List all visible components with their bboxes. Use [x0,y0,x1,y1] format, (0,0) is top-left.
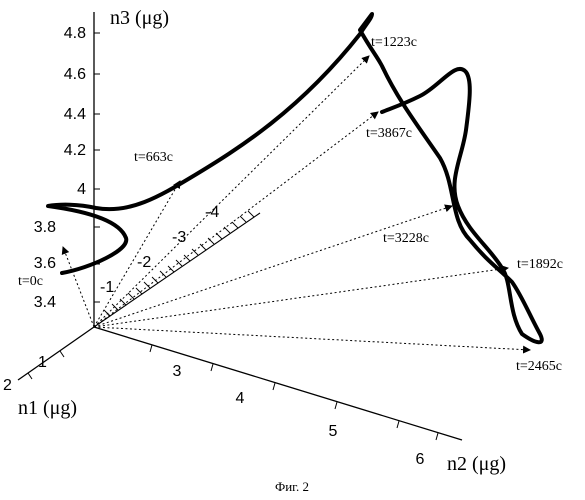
n3-tick-label: 4 [77,181,86,198]
n2-tick-labels: 3 4 5 6 [173,363,425,468]
n1-tick-label: -4 [205,204,219,221]
vector-t1223 [94,56,369,327]
n2-axis [94,327,462,440]
time-label-t2465: t=2465c [516,359,562,374]
n3-tick-label: 3.6 [34,255,56,272]
time-label-t3867: t=3867c [366,126,412,141]
n1-tick-label: -2 [137,254,151,271]
vector-t0 [63,247,94,327]
n3-tick-label: 3.8 [34,219,56,236]
trajectory-curve [48,14,542,342]
n1-tick-label: 1 [38,354,47,371]
n1-axis-positive [18,327,94,380]
n2-tick-label: 6 [416,451,425,468]
time-label-t663: t=663c [134,150,173,165]
vector-t1892 [94,268,508,327]
n2-tick-label: 5 [329,423,338,440]
n3-tick-label: 4.8 [64,25,86,42]
n1-hatch-ticks [104,211,254,316]
n1-axis-title: n1 (μg) [18,397,77,419]
time-label-t0: t=0c [18,274,43,289]
n3-tick-label: 4.6 [64,66,86,83]
vector-t3867 [94,112,378,327]
n3-tick-label: 4.4 [64,106,86,123]
n1-tick-label: 2 [3,377,12,394]
time-label-t1223: t=1223c [371,35,417,50]
n2-tick-label: 4 [236,390,245,407]
n2-axis-title: n2 (μg) [447,453,506,475]
n1-tick-label: -1 [100,279,114,296]
n3-tick-label: 4.2 [64,142,86,159]
time-label-t1892: t=1892c [517,257,563,272]
figure-caption: Фиг. 2 [275,479,309,494]
n3-tick-label: 3.4 [34,294,56,311]
time-label-t3228: t=3228c [383,231,429,246]
n3-axis-title: n3 (μg) [110,7,169,29]
n2-ticks [150,345,438,440]
n2-tick-label: 3 [173,363,182,380]
